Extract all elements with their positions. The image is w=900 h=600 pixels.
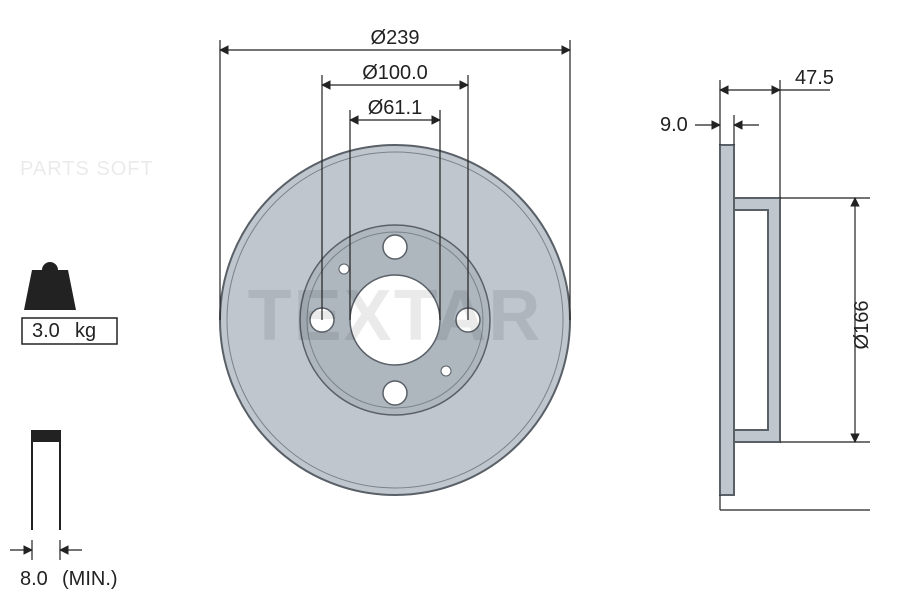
bolt-hole	[383, 235, 407, 259]
thickness-label: 9.0	[660, 114, 688, 136]
bolt-hole	[383, 381, 407, 405]
weight-value: 3.0	[32, 320, 60, 342]
locating-hole	[339, 264, 349, 274]
weight-unit: kg	[75, 320, 96, 342]
weight-icon: 3.0 kg	[22, 262, 117, 344]
outer-diameter-label: Ø239	[371, 27, 420, 49]
dim-offset: 47.5	[720, 67, 834, 198]
dim-hat-diameter: Ø166	[780, 198, 873, 442]
watermark-brand: TEXTAR	[248, 276, 543, 356]
side-disc-face	[720, 145, 734, 495]
dim-thickness: 9.0	[660, 114, 759, 145]
min-thickness-symbol: 8.0 (MIN.)	[10, 430, 118, 590]
offset-label: 47.5	[795, 67, 834, 89]
min-thickness-value: 8.0	[20, 568, 48, 590]
hat-diameter-label: Ø166	[851, 301, 873, 350]
center-bore-label: Ø61.1	[368, 97, 422, 119]
watermark-small: PARTS SOFT	[20, 158, 154, 180]
pcd-label: Ø100.0	[362, 62, 428, 84]
side-view	[720, 145, 780, 495]
side-hat	[734, 198, 780, 442]
locating-hole	[441, 366, 451, 376]
min-thickness-label: (MIN.)	[62, 568, 118, 590]
